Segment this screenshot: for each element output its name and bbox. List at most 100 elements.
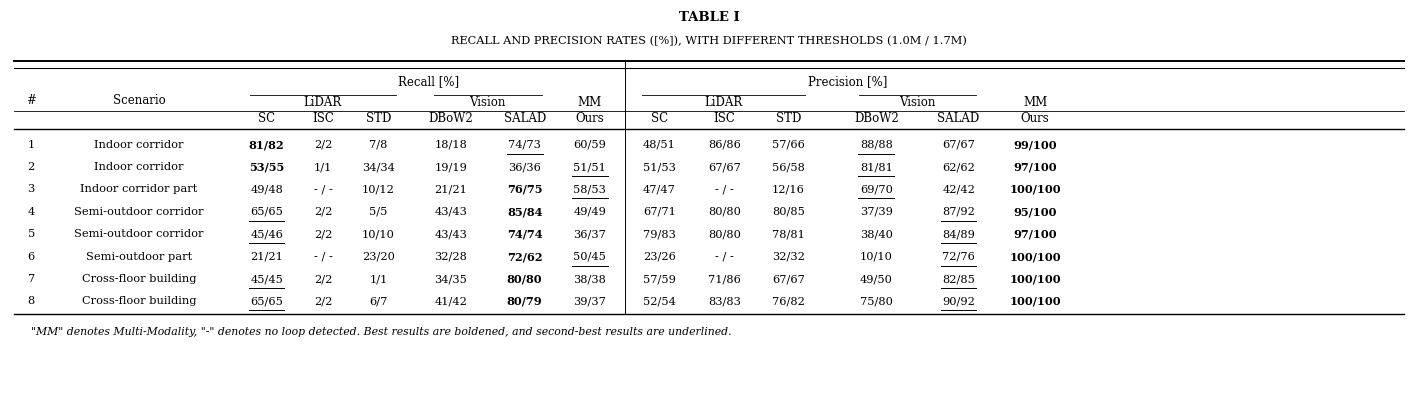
Text: 80/79: 80/79: [506, 296, 543, 307]
Text: DBoW2: DBoW2: [854, 112, 899, 125]
Text: 76/75: 76/75: [506, 184, 543, 195]
Text: 95/100: 95/100: [1014, 206, 1056, 217]
Text: 72/76: 72/76: [942, 252, 976, 262]
Text: 10/10: 10/10: [859, 252, 893, 262]
Text: 23/26: 23/26: [642, 252, 676, 262]
Text: Indoor corridor: Indoor corridor: [94, 140, 184, 150]
Text: 84/89: 84/89: [942, 229, 976, 239]
Text: 2/2: 2/2: [315, 229, 332, 239]
Text: - / -: - / -: [715, 184, 735, 195]
Text: 87/92: 87/92: [942, 207, 976, 217]
Text: Ours: Ours: [1021, 112, 1049, 125]
Text: LiDAR: LiDAR: [705, 96, 743, 110]
Text: 83/83: 83/83: [708, 296, 742, 307]
Text: 65/65: 65/65: [250, 207, 284, 217]
Text: MM: MM: [1022, 96, 1048, 110]
Text: 80/85: 80/85: [771, 207, 805, 217]
Text: 38/40: 38/40: [859, 229, 893, 239]
Text: 7: 7: [27, 274, 35, 284]
Text: 38/38: 38/38: [573, 274, 607, 284]
Text: 72/62: 72/62: [506, 251, 543, 262]
Text: - / -: - / -: [715, 252, 735, 262]
Text: 2/2: 2/2: [315, 140, 332, 150]
Text: LiDAR: LiDAR: [303, 96, 342, 110]
Text: 67/67: 67/67: [942, 140, 976, 150]
Text: SC: SC: [651, 112, 668, 125]
Text: 69/70: 69/70: [859, 184, 893, 195]
Text: 50/45: 50/45: [573, 252, 607, 262]
Text: "MM" denotes Multi-Modality, "-" denotes no loop detected. Best results are bold: "MM" denotes Multi-Modality, "-" denotes…: [31, 327, 732, 337]
Text: Semi-outdoor part: Semi-outdoor part: [86, 252, 191, 262]
Text: 90/92: 90/92: [942, 296, 976, 307]
Text: 76/82: 76/82: [771, 296, 805, 307]
Text: 32/28: 32/28: [434, 252, 468, 262]
Text: Semi-outdoor corridor: Semi-outdoor corridor: [74, 207, 204, 217]
Text: 45/45: 45/45: [250, 274, 284, 284]
Text: 57/59: 57/59: [642, 274, 676, 284]
Text: Cross-floor building: Cross-floor building: [82, 274, 196, 284]
Text: 5/5: 5/5: [370, 207, 387, 217]
Text: 45/46: 45/46: [250, 229, 284, 239]
Text: 67/67: 67/67: [708, 162, 742, 172]
Text: 43/43: 43/43: [434, 229, 468, 239]
Text: 10/10: 10/10: [362, 229, 396, 239]
Text: #: #: [27, 94, 35, 107]
Text: Cross-floor building: Cross-floor building: [82, 296, 196, 307]
Text: 49/49: 49/49: [573, 207, 607, 217]
Text: SC: SC: [258, 112, 275, 125]
Text: RECALL AND PRECISION RATES ([%]), WITH DIFFERENT THRESHOLDS (1.0M / 1.7M): RECALL AND PRECISION RATES ([%]), WITH D…: [451, 36, 967, 46]
Text: - / -: - / -: [313, 252, 333, 262]
Text: 74/74: 74/74: [506, 229, 543, 240]
Text: 12/16: 12/16: [771, 184, 805, 195]
Text: 2/2: 2/2: [315, 207, 332, 217]
Text: MM: MM: [577, 96, 603, 110]
Text: 58/53: 58/53: [573, 184, 607, 195]
Text: 49/48: 49/48: [250, 184, 284, 195]
Text: 71/86: 71/86: [708, 274, 742, 284]
Text: 32/32: 32/32: [771, 252, 805, 262]
Text: 2: 2: [27, 162, 35, 172]
Text: 100/100: 100/100: [1010, 274, 1061, 285]
Text: 51/51: 51/51: [573, 162, 607, 172]
Text: Indoor corridor part: Indoor corridor part: [81, 184, 197, 195]
Text: Ours: Ours: [576, 112, 604, 125]
Text: Precision [%]: Precision [%]: [808, 75, 886, 88]
Text: 67/71: 67/71: [642, 207, 676, 217]
Text: 6/7: 6/7: [370, 296, 387, 307]
Text: STD: STD: [776, 112, 801, 125]
Text: 100/100: 100/100: [1010, 251, 1061, 262]
Text: Vision: Vision: [469, 96, 506, 110]
Text: 80/80: 80/80: [708, 207, 742, 217]
Text: ISC: ISC: [312, 112, 335, 125]
Text: 88/88: 88/88: [859, 140, 893, 150]
Text: SALAD: SALAD: [503, 112, 546, 125]
Text: 2/2: 2/2: [315, 274, 332, 284]
Text: 74/73: 74/73: [508, 140, 542, 150]
Text: 3: 3: [27, 184, 35, 195]
Text: 4: 4: [27, 207, 35, 217]
Text: 34/34: 34/34: [362, 162, 396, 172]
Text: 100/100: 100/100: [1010, 184, 1061, 195]
Text: Vision: Vision: [899, 96, 936, 110]
Text: 100/100: 100/100: [1010, 296, 1061, 307]
Text: 34/35: 34/35: [434, 274, 468, 284]
Text: 8: 8: [27, 296, 35, 307]
Text: 1: 1: [27, 140, 35, 150]
Text: Indoor corridor: Indoor corridor: [94, 162, 184, 172]
Text: 78/81: 78/81: [771, 229, 805, 239]
Text: 67/67: 67/67: [771, 274, 805, 284]
Text: 51/53: 51/53: [642, 162, 676, 172]
Text: SALAD: SALAD: [937, 112, 980, 125]
Text: 97/100: 97/100: [1014, 229, 1056, 240]
Text: STD: STD: [366, 112, 391, 125]
Text: 62/62: 62/62: [942, 162, 976, 172]
Text: 99/100: 99/100: [1014, 139, 1056, 150]
Text: 21/21: 21/21: [434, 184, 468, 195]
Text: 5: 5: [27, 229, 35, 239]
Text: Recall [%]: Recall [%]: [397, 75, 459, 88]
Text: 39/37: 39/37: [573, 296, 607, 307]
Text: 10/12: 10/12: [362, 184, 396, 195]
Text: ISC: ISC: [713, 112, 736, 125]
Text: 1/1: 1/1: [370, 274, 387, 284]
Text: 43/43: 43/43: [434, 207, 468, 217]
